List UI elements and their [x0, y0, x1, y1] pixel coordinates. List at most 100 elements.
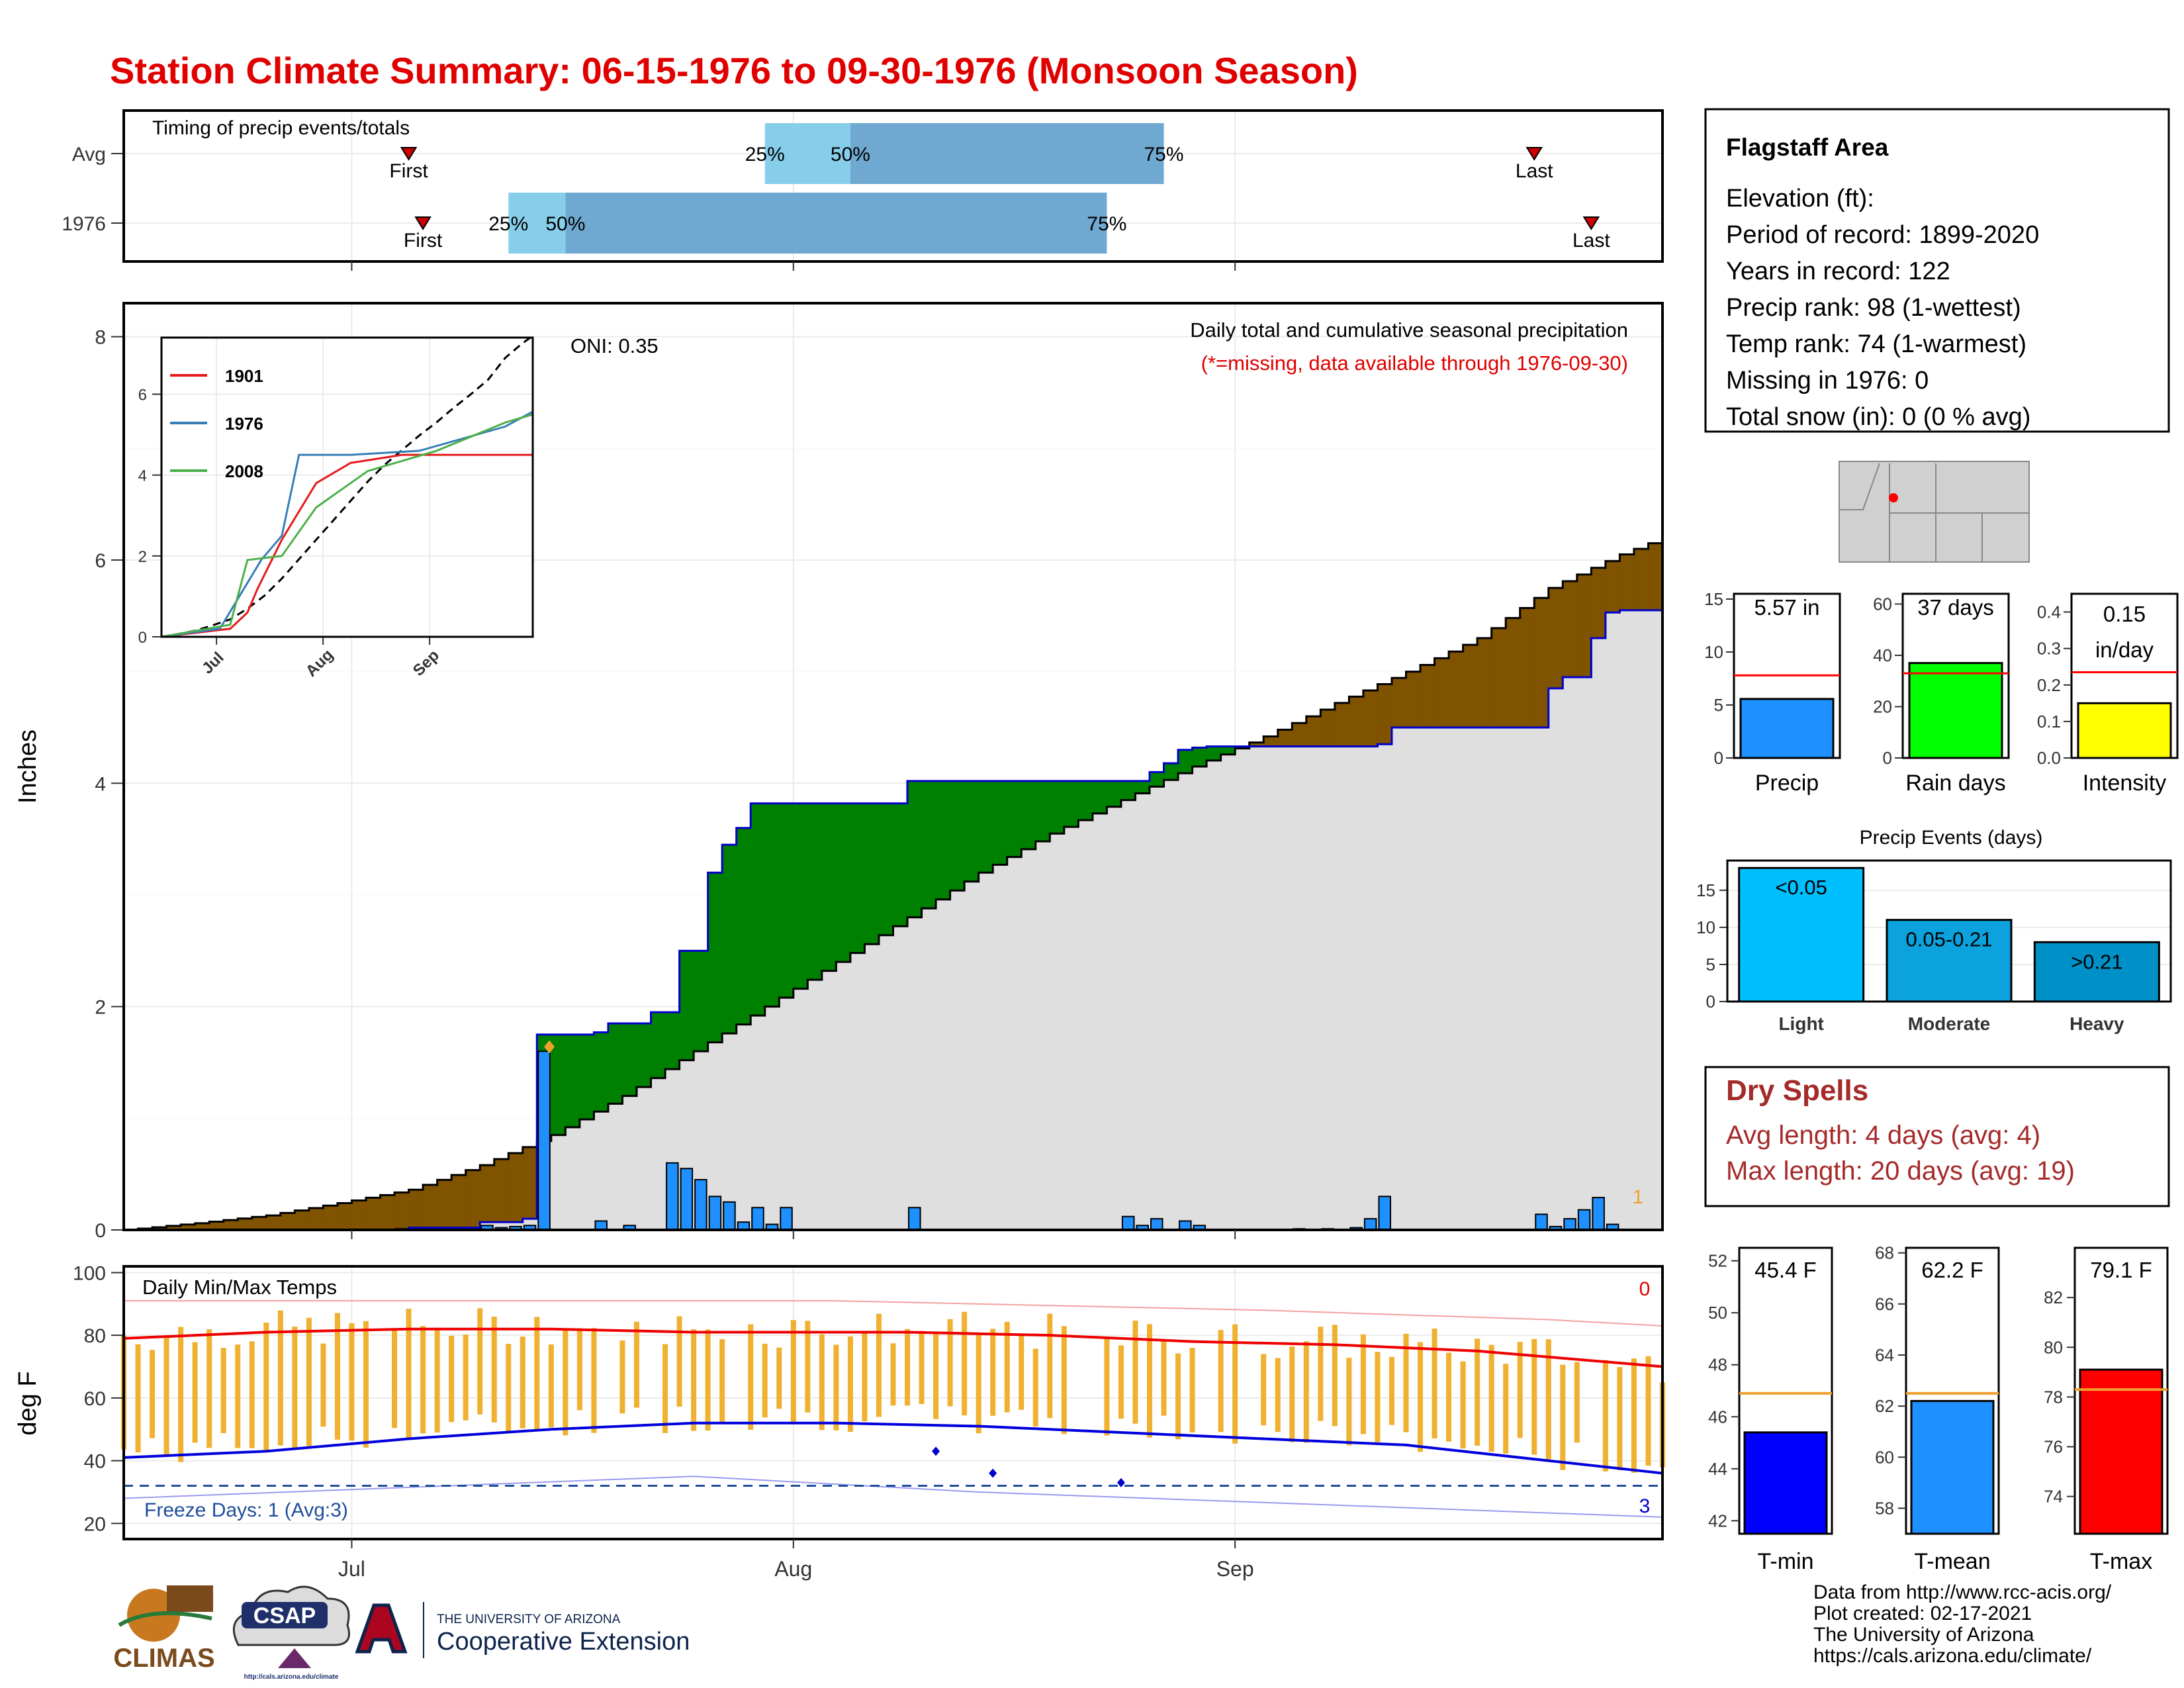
daily-temp-bar	[249, 1341, 255, 1448]
main-caption-missing: (*=missing, data available through 1976-…	[1201, 352, 1628, 375]
deficit-fill	[451, 1175, 467, 1228]
first-label: First	[389, 160, 428, 182]
temp-y-tick-label: 80	[84, 1325, 106, 1347]
climas-cloud-icon	[167, 1585, 213, 1612]
precip-event-category: Light	[1778, 1013, 1823, 1034]
deficit-fill	[380, 1195, 395, 1230]
surplus-fill	[665, 1012, 680, 1070]
main-frame	[122, 302, 1664, 1231]
temp-summary-bar	[1910, 1399, 1995, 1535]
daily-precip-bar	[1592, 1197, 1605, 1231]
pct-label: 25%	[745, 144, 785, 165]
deficit-fill	[1619, 554, 1635, 610]
surplus-fill	[821, 803, 837, 971]
temp-y-tick-label: 40	[84, 1451, 106, 1473]
temp-summary-y-tick-label: 44	[1708, 1459, 1727, 1479]
main-caption: Daily total and cumulative seasonal prec…	[1190, 318, 1628, 342]
daily-temp-bar	[235, 1344, 241, 1448]
ua-line2: Cooperative Extension	[437, 1628, 690, 1656]
surplus-fill	[751, 803, 766, 1016]
month-label: Jul	[338, 1557, 365, 1581]
daily-temp-bar	[1360, 1334, 1366, 1434]
daily-temp-bar	[1488, 1344, 1494, 1452]
deficit-fill	[423, 1184, 438, 1228]
daily-temp-bar	[292, 1327, 298, 1448]
timing-title: Timing of precip events/totals	[152, 117, 410, 139]
daily-temp-bar	[1318, 1327, 1324, 1421]
daily-temp-bar	[1517, 1342, 1523, 1438]
daily-temp-bar	[719, 1339, 725, 1423]
last-event-marker	[1582, 216, 1600, 230]
temp-y-axis-label: deg F	[14, 1371, 42, 1435]
climas-swoosh-icon	[118, 1611, 212, 1627]
temp-summary-bar	[1743, 1431, 1828, 1535]
daily-temp-bar	[1602, 1360, 1608, 1472]
station-info-line: Period of record: 1899-2020	[1726, 221, 2039, 249]
daily-temp-bar	[263, 1322, 269, 1452]
deficit-fill	[166, 1225, 181, 1230]
timing-frame	[122, 109, 1664, 263]
surplus-fill	[1107, 780, 1122, 807]
daily-precip-bar	[780, 1207, 793, 1231]
intensity-summary-y-tick-label: 0.3	[2037, 639, 2061, 659]
daily-temp-bar	[334, 1313, 340, 1440]
quartile-bar-25-50	[764, 123, 850, 184]
surplus-fill	[1150, 772, 1165, 787]
precip-summary-bar	[1739, 698, 1835, 759]
daily-temp-bar	[135, 1344, 141, 1453]
daily-temp-bar	[762, 1343, 768, 1418]
temp-summary-y-tick-label: 48	[1708, 1355, 1727, 1375]
month-label: Sep	[1216, 1557, 1254, 1581]
daily-precip-bar	[708, 1196, 722, 1231]
university-a-icon	[355, 1603, 408, 1654]
surplus-fill	[907, 780, 923, 917]
precip-events-y-tick-label: 5	[1706, 955, 1715, 974]
deficit-fill	[1334, 702, 1349, 747]
temp-summary-y-tick-label: 58	[1875, 1498, 1894, 1518]
daily-temp-bar	[1375, 1352, 1381, 1442]
daily-temp-bar	[320, 1343, 326, 1427]
temp-summary-y-tick-label: 64	[1875, 1345, 1894, 1365]
deficit-fill	[323, 1205, 338, 1230]
daily-temp-bar	[634, 1321, 639, 1408]
logos: CLIMAS CSAP http://cals.arizona.edu/climat…	[113, 1585, 690, 1681]
temp-summary-label: T-min	[1758, 1549, 1814, 1574]
daily-temp-bar	[805, 1321, 811, 1413]
daily-precip-bar	[1150, 1218, 1163, 1231]
deficit-fill	[181, 1224, 196, 1230]
raindays-summary-value: 37 days	[1917, 595, 1994, 620]
side-panels: Flagstaff Area Elevation (ft): Period of r…	[1696, 108, 2179, 1574]
intensity-summary-label: Intensity	[2083, 771, 2167, 796]
daily-temp-bar	[463, 1335, 469, 1421]
timing-row-label: Avg	[72, 144, 106, 165]
surplus-fill	[551, 1034, 566, 1135]
daily-temp-bar	[1645, 1356, 1651, 1466]
temp-y-tick-label: 60	[84, 1388, 106, 1410]
deficit-fill	[1576, 574, 1592, 678]
daily-temp-bar	[790, 1320, 796, 1422]
temp-summary-y-tick-label: 52	[1708, 1251, 1727, 1271]
intensity-summary-y-tick-label: 0.1	[2037, 712, 2061, 731]
surplus-fill	[1007, 780, 1022, 857]
cumulative-precip-panel: 0 2 4 6 8 Inches Daily total and cumulative se…	[14, 302, 1664, 1242]
quartile-bar-25-50	[508, 193, 566, 254]
precip-summary-y-tick-label: 5	[1714, 695, 1723, 715]
deficit-fill	[337, 1203, 353, 1230]
deficit-fill	[394, 1192, 410, 1230]
daily-temp-bar	[1032, 1348, 1038, 1427]
freeze-count-label: 3	[1639, 1495, 1651, 1517]
temp-frame	[122, 1265, 1664, 1540]
temp-summary-y-tick-label: 78	[2044, 1387, 2063, 1407]
daily-temp-bar	[1631, 1358, 1637, 1473]
surplus-fill	[1220, 746, 1236, 755]
avg-tmin-line	[123, 1421, 1663, 1475]
pct-label: 50%	[831, 144, 870, 165]
daily-precip-bar	[723, 1201, 736, 1231]
surplus-fill	[921, 780, 936, 909]
deficit-fill	[1420, 665, 1435, 727]
main-y-tick-label: 4	[95, 773, 106, 795]
timing-panel: Avg 25% 50% 75% First Last 1976 25% 50% 75% First L…	[62, 109, 1664, 271]
